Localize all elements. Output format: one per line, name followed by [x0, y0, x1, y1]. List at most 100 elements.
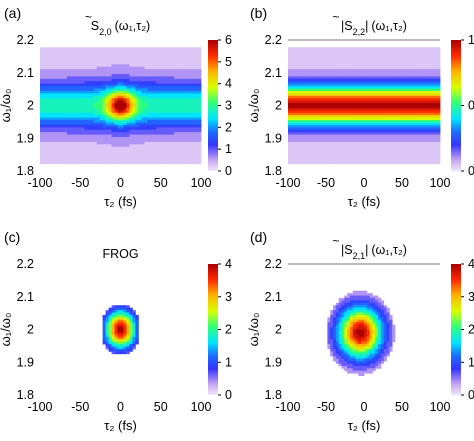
heatmap-cell [296, 59, 300, 63]
heatmap-cell [355, 103, 359, 106]
heatmap-cell [386, 47, 390, 51]
heatmap-cell [105, 64, 109, 68]
heatmap-cell [333, 122, 337, 126]
heatmap-cell [78, 54, 83, 58]
heatmap-cell [78, 120, 83, 123]
heatmap-cell [156, 132, 160, 136]
heatmap-cell [108, 146, 112, 150]
heatmap-cell [198, 93, 202, 97]
heatmap-cell [45, 83, 50, 87]
heatmap-cell [126, 154, 130, 157]
heatmap-cell [302, 156, 306, 160]
heatmap-cell [394, 83, 399, 87]
heatmap-cell [147, 154, 151, 157]
heatmap-cell [63, 95, 68, 99]
heatmap-cell [174, 141, 178, 145]
heatmap-cell [344, 144, 348, 148]
heatmap-cell [93, 122, 98, 126]
heatmap-cell [321, 151, 325, 155]
heatmap-cell [349, 73, 354, 77]
heatmap-cell [123, 61, 127, 65]
heatmap-cell [330, 127, 334, 131]
heatmap-cell [324, 61, 328, 65]
heatmap-cell [307, 98, 311, 102]
heatmap-cell [153, 127, 157, 131]
heatmap-cell [400, 93, 404, 97]
heatmap-cell [397, 69, 401, 72]
heatmap-cell [321, 78, 325, 82]
heatmap-cell [327, 88, 331, 92]
heatmap-cell [114, 112, 118, 116]
heatmap-cell [132, 95, 136, 99]
heatmap-cell [153, 73, 157, 77]
heatmap-cell [347, 47, 351, 51]
heatmap-cell [45, 122, 50, 126]
heatmap-cell [414, 52, 418, 55]
heatmap-cell [81, 103, 86, 106]
heatmap-cell [386, 139, 390, 143]
heatmap-cell [147, 134, 151, 138]
heatmap-cell [84, 52, 89, 55]
heatmap-cell [99, 64, 104, 68]
heatmap-cell [69, 86, 74, 89]
heatmap-cell [386, 156, 390, 160]
heatmap-cell [369, 141, 373, 145]
heatmap-cell [99, 149, 104, 152]
heatmap-cell [42, 56, 47, 60]
heatmap-cell [389, 59, 393, 63]
heatmap-cell [195, 141, 199, 145]
heatmap-cell [344, 71, 348, 75]
heatmap-cell [347, 112, 351, 116]
heatmap-cell [159, 120, 163, 123]
heatmap-cell [60, 144, 65, 148]
heatmap-cell [310, 54, 314, 58]
heatmap-cell [135, 54, 139, 58]
heatmap-cell [60, 129, 65, 133]
heatmap-cell [417, 98, 421, 102]
heatmap-cell [162, 154, 166, 157]
heatmap-cell [324, 127, 328, 131]
heatmap-cell [352, 115, 356, 119]
heatmap-cell [177, 49, 181, 53]
heatmap-cell [307, 110, 311, 114]
heatmap-cell [84, 105, 89, 109]
heatmap-cell [296, 64, 300, 68]
heatmap-cell [45, 76, 50, 80]
heatmap-cell [383, 141, 387, 145]
heatmap-cell [310, 93, 314, 97]
heatmap-cell [335, 120, 340, 123]
heatmap-cell [327, 61, 331, 65]
heatmap-cell [344, 98, 348, 102]
heatmap-cell [394, 78, 399, 82]
heatmap-cell [302, 56, 306, 60]
heatmap-cell [355, 154, 359, 157]
heatmap-cell [411, 124, 416, 128]
heatmap-cell [117, 129, 121, 133]
heatmap-cell [349, 124, 354, 128]
heatmap-cell [87, 158, 92, 162]
heatmap-cell [358, 146, 362, 150]
heatmap-cell [293, 69, 297, 72]
heatmap-cell [180, 47, 184, 51]
heatmap-cell [144, 73, 148, 77]
heatmap-cell [293, 78, 297, 82]
heatmap-cell [141, 73, 145, 77]
heatmap-cell [66, 95, 71, 99]
heatmap-cell [304, 71, 309, 75]
heatmap-cell [290, 69, 295, 72]
heatmap-cell [411, 47, 416, 51]
heatmap-cell [304, 132, 309, 136]
heatmap-cell [409, 66, 413, 70]
heatmap-cell [392, 71, 396, 75]
heatmap-cell [114, 54, 118, 58]
heatmap-cell [318, 154, 323, 157]
heatmap-cell [183, 66, 187, 70]
heatmap-cell [378, 66, 382, 70]
heatmap-cell [117, 124, 121, 128]
heatmap-cell [108, 154, 112, 157]
heatmap-cell [186, 66, 190, 70]
heatmap-cell [417, 59, 421, 63]
heatmap-cell [105, 78, 109, 82]
heatmap-cell [138, 88, 142, 92]
heatmap-cell [153, 124, 157, 128]
